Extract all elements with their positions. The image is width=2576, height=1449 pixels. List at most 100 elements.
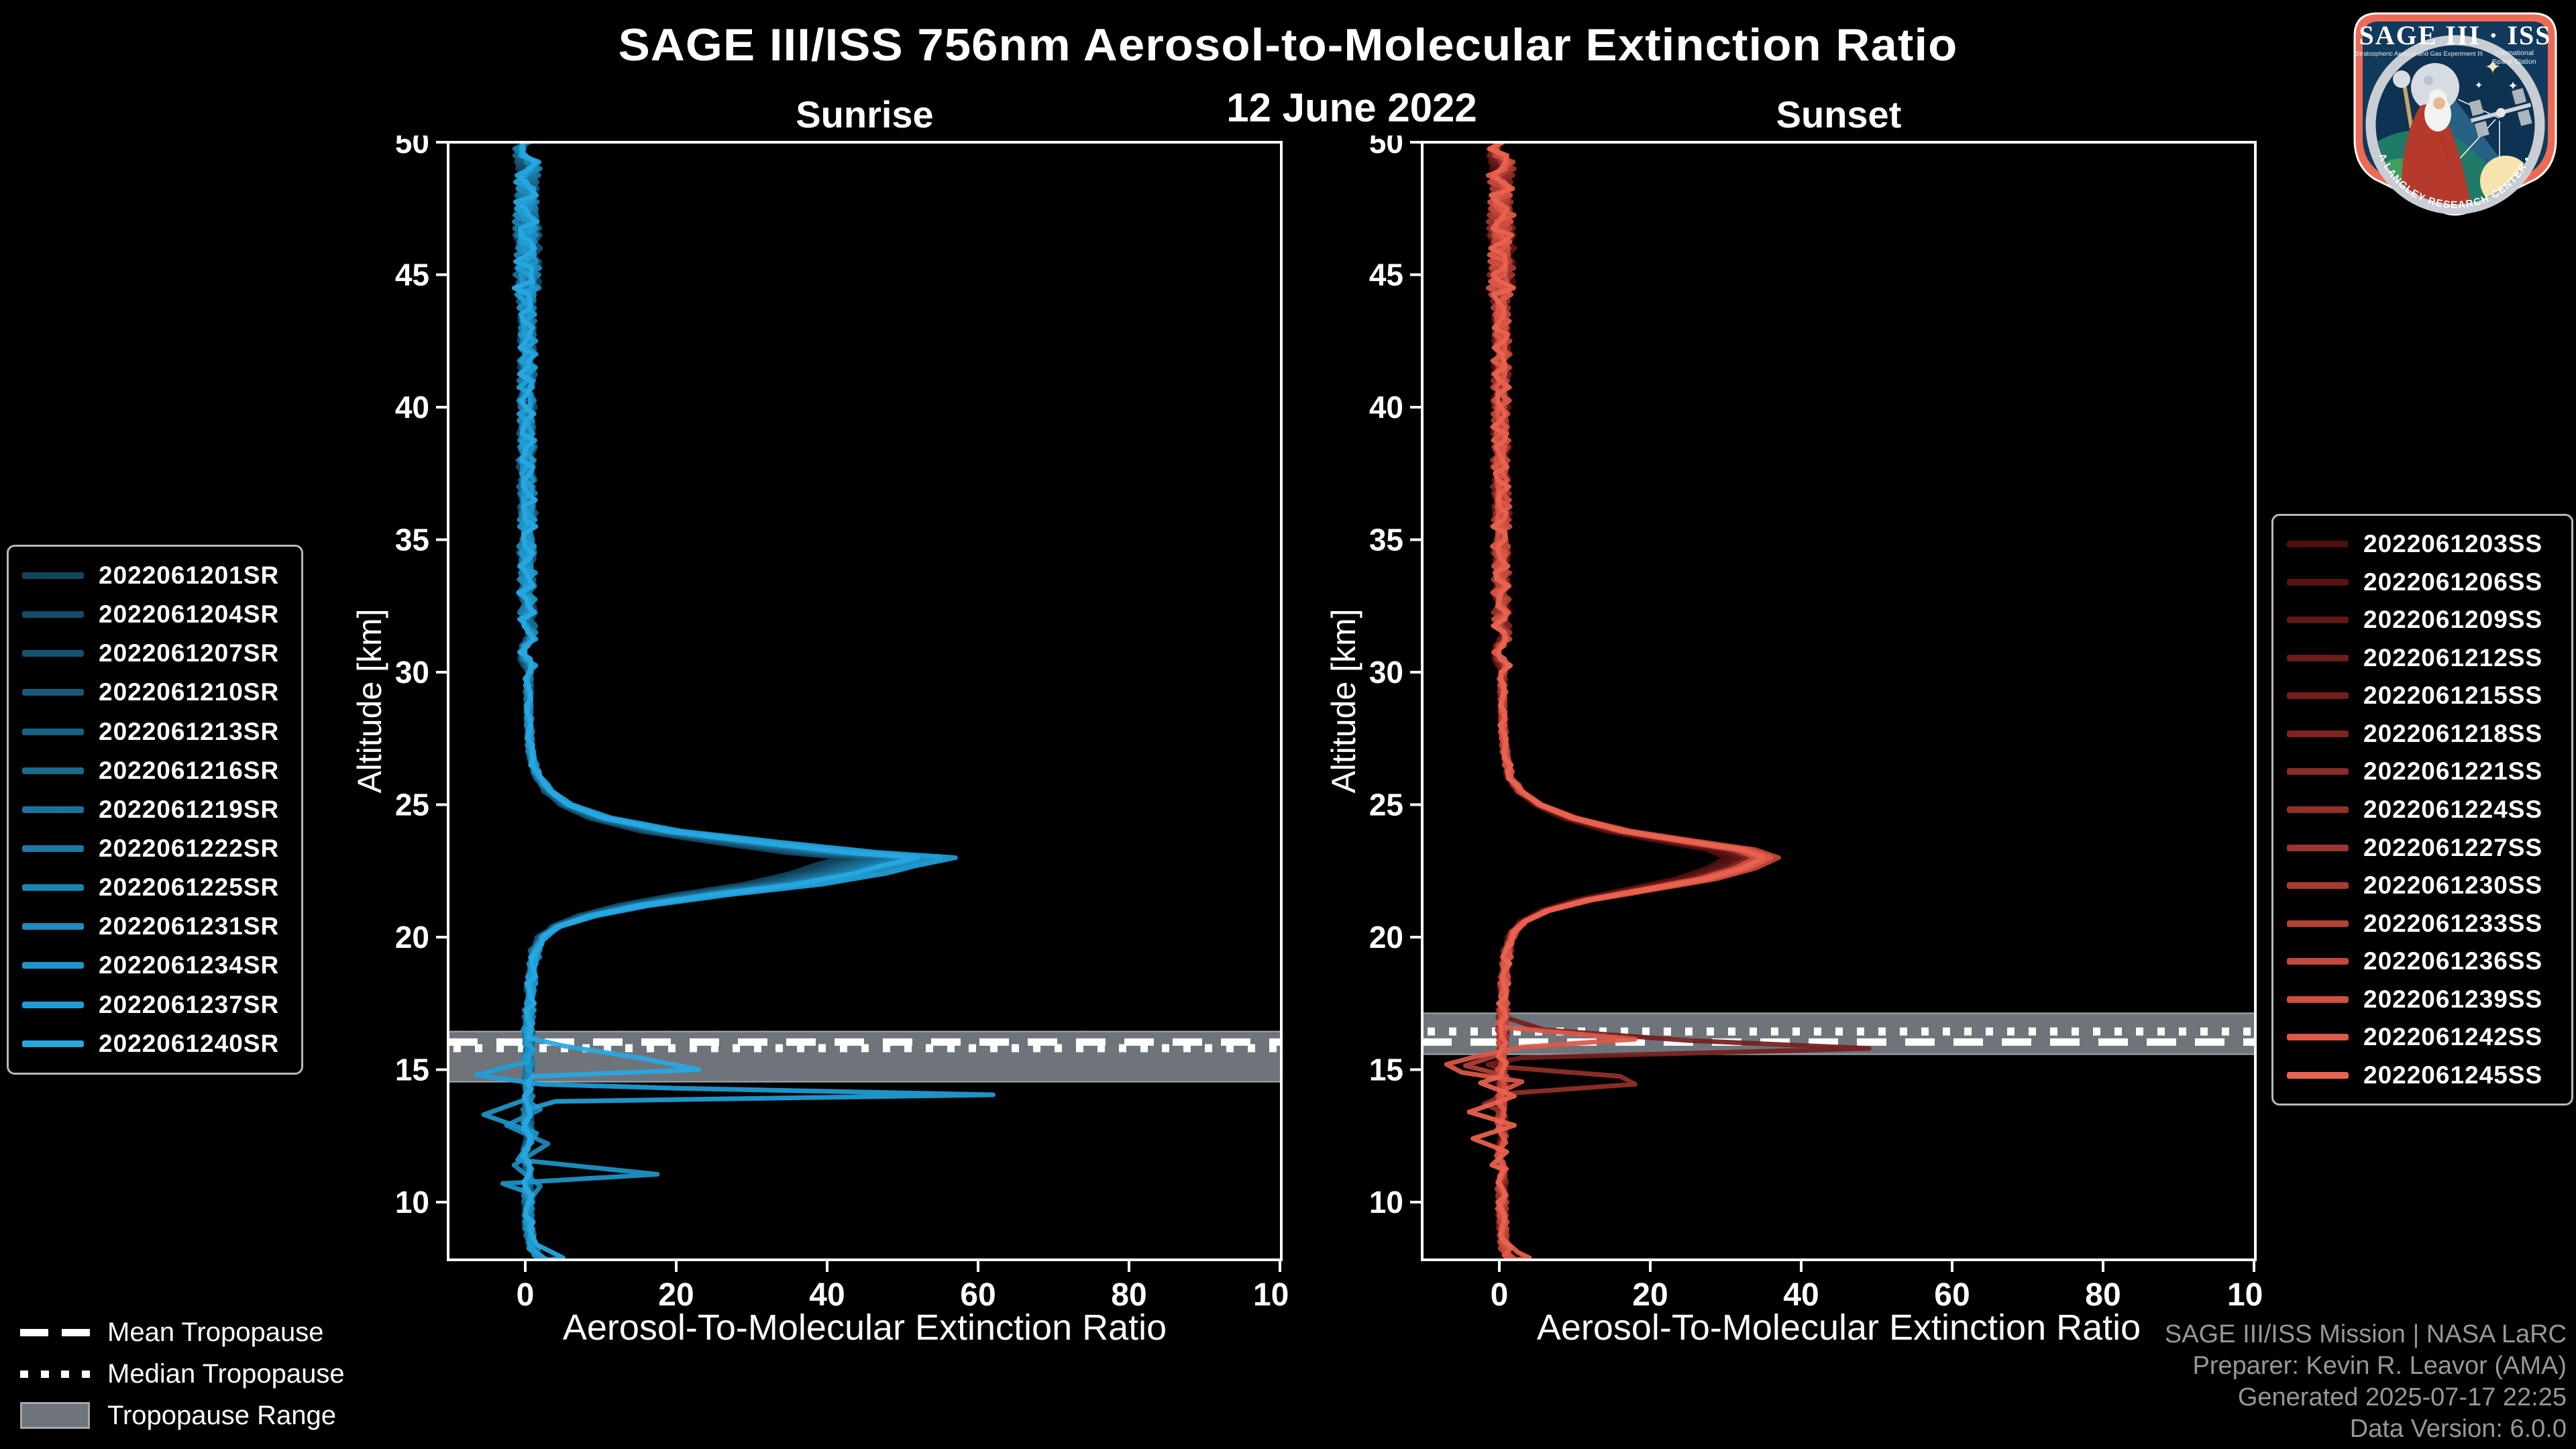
legend-line-swatch bbox=[22, 884, 84, 892]
legend-item: 2022061225SR bbox=[22, 873, 301, 902]
legend-label: 2022061209SS bbox=[2363, 606, 2543, 634]
legend-label: 2022061201SR bbox=[99, 561, 280, 590]
legend-label: 2022061225SR bbox=[99, 873, 280, 902]
y-tick-label: 25 bbox=[395, 788, 429, 822]
sunset-panel-title: Sunset bbox=[1776, 93, 1902, 136]
y-tick-label: 40 bbox=[1369, 390, 1403, 425]
legend-line-swatch bbox=[2287, 844, 2349, 851]
y-tick-label: 45 bbox=[395, 258, 429, 292]
legend-line-swatch bbox=[22, 806, 84, 813]
sunset-legend: 2022061203SS 2022061206SS 2022061209SS 2022… bbox=[2271, 514, 2573, 1106]
tropopause-range-legend-item: Tropopause Range bbox=[20, 1399, 345, 1432]
legend-line-swatch bbox=[2287, 958, 2349, 965]
legend-line-swatch bbox=[2287, 578, 2349, 586]
footer-line: Preparer: Kevin R. Leavor (AMA) bbox=[2192, 1352, 2567, 1380]
y-tick-label: 20 bbox=[1369, 920, 1403, 955]
sage-figure bbox=[2393, 70, 2471, 204]
legend-item: 2022061206SS bbox=[2287, 568, 2571, 596]
legend-item: 2022061216SR bbox=[22, 757, 301, 785]
legend-item: 2022061245SS bbox=[2287, 1061, 2571, 1089]
legend-line-swatch bbox=[2287, 616, 2349, 624]
legend-line-swatch bbox=[22, 728, 84, 735]
legend-label: 2022061237SR bbox=[99, 990, 280, 1018]
y-tick-label: 25 bbox=[1369, 788, 1403, 822]
mean-tropopause-label: Mean Tropopause bbox=[107, 1317, 324, 1347]
y-tick-label: 30 bbox=[395, 655, 429, 690]
legend-label: 2022061227SS bbox=[2363, 833, 2543, 861]
plot-border bbox=[447, 141, 1283, 1261]
star-icon: ✦ bbox=[2484, 56, 2501, 78]
legend-line-swatch bbox=[2287, 882, 2349, 890]
y-tick-label: 15 bbox=[395, 1053, 429, 1087]
y-tick-label: 30 bbox=[1369, 655, 1403, 690]
legend-item: 2022061213SR bbox=[22, 718, 301, 746]
footer-line: SAGE III/ISS Mission | NASA LaRC bbox=[2164, 1320, 2567, 1348]
moon-crater bbox=[2424, 76, 2433, 85]
y-axis-label: Altitude [km] bbox=[1325, 608, 1362, 793]
patch-subtitle-right-1: International bbox=[2495, 49, 2534, 57]
legend-line-swatch bbox=[22, 1040, 84, 1047]
profile-line-2022061224SS bbox=[1482, 142, 1774, 1260]
footer-line: Data Version: 6.0.0 bbox=[2349, 1415, 2567, 1443]
legend-item: 2022061218SS bbox=[2287, 720, 2571, 748]
legend-line-swatch bbox=[22, 923, 84, 930]
legend-line-swatch bbox=[22, 689, 84, 696]
patch-subtitle-left: Stratospheric Aerosol and Gas Experiment… bbox=[2355, 50, 2483, 58]
profile-line-2022061237SR bbox=[474, 142, 996, 1260]
star-icon: ✦ bbox=[2475, 80, 2483, 91]
sunrise-panel-title: Sunrise bbox=[796, 93, 934, 136]
median-tropopause-legend-item: Median Tropopause bbox=[20, 1358, 345, 1390]
legend-item: 2022061239SS bbox=[2287, 985, 2571, 1014]
legend-line-swatch bbox=[2287, 768, 2349, 775]
legend-line-swatch bbox=[2287, 692, 2349, 700]
legend-item: 2022061236SS bbox=[2287, 947, 2571, 975]
sunrise-plot: 10 15 20 25 30 35 40 45 50 0 20 40 60 80 100 Altitude [… bbox=[351, 136, 1288, 1313]
x-tick-label: 20 bbox=[658, 1277, 694, 1313]
legend-line-swatch bbox=[2287, 730, 2349, 737]
tropopause-range-label: Tropopause Range bbox=[107, 1400, 336, 1430]
legend-item: 2022061222SR bbox=[22, 835, 301, 863]
patch-subtitle-right-2: Space Station bbox=[2492, 58, 2536, 66]
legend-label: 2022061218SS bbox=[2363, 719, 2543, 747]
legend-label: 2022061206SS bbox=[2363, 568, 2543, 596]
tropopause-legend: Mean Tropopause Median Tropopause Tropop… bbox=[20, 1316, 345, 1432]
legend-label: 2022061231SR bbox=[99, 912, 280, 941]
x-tick-label: 100 bbox=[2227, 1277, 2262, 1313]
x-tick-label: 40 bbox=[809, 1277, 845, 1313]
y-tick-label: 50 bbox=[395, 136, 429, 160]
x-tick-label: 20 bbox=[1632, 1277, 1668, 1313]
profile-line-2022061240SR bbox=[511, 142, 920, 1260]
legend-label: 2022061203SS bbox=[2363, 530, 2543, 558]
legend-item: 2022061240SR bbox=[22, 1030, 301, 1058]
y-tick-label: 35 bbox=[395, 523, 429, 557]
legend-item: 2022061234SR bbox=[22, 951, 301, 979]
median-tropopause-label: Median Tropopause bbox=[107, 1358, 345, 1389]
y-tick-label: 20 bbox=[395, 920, 429, 955]
legend-label: 2022061245SS bbox=[2363, 1061, 2543, 1089]
legend-label: 2022061239SS bbox=[2363, 985, 2543, 1013]
moon bbox=[2411, 63, 2459, 111]
legend-line-swatch bbox=[2287, 920, 2349, 927]
legend-line-swatch bbox=[2287, 1034, 2349, 1041]
footer-credits: SAGE III/ISS Mission | NASA LaRC Preparer… bbox=[2165, 1319, 2567, 1445]
legend-line-swatch bbox=[22, 572, 84, 580]
legend-item: 2022061209SS bbox=[2287, 606, 2571, 634]
legend-label: 2022061212SS bbox=[2363, 643, 2543, 672]
sunset-x-axis-label: Aerosol-To-Molecular Extinction Ratio bbox=[1536, 1307, 2141, 1348]
y-tick-label: 15 bbox=[1369, 1053, 1403, 1087]
legend-item: 2022061201SR bbox=[22, 561, 301, 590]
sunset-plot: 10 15 20 25 30 35 40 45 50 0 20 40 60 80 100 Altitude [… bbox=[1325, 136, 2262, 1313]
legend-line-swatch bbox=[2287, 996, 2349, 1003]
legend-item: 2022061231SR bbox=[22, 912, 301, 941]
star-icon: ✦ bbox=[2508, 79, 2518, 93]
legend-item: 2022061242SS bbox=[2287, 1023, 2571, 1051]
x-tick-label: 60 bbox=[960, 1277, 996, 1313]
legend-item: 2022061237SR bbox=[22, 991, 301, 1019]
legend-label: 2022061242SS bbox=[2363, 1023, 2543, 1051]
page-title: SAGE III/ISS 756nm Aerosol-to-Molecular … bbox=[618, 19, 1958, 70]
legend-label: 2022061219SR bbox=[99, 795, 280, 823]
legend-item: 2022061233SS bbox=[2287, 910, 2571, 938]
sunrise-legend: 2022061201SR 2022061204SR 2022061207SR 2022… bbox=[7, 545, 303, 1075]
legend-label: 2022061234SR bbox=[99, 951, 280, 979]
